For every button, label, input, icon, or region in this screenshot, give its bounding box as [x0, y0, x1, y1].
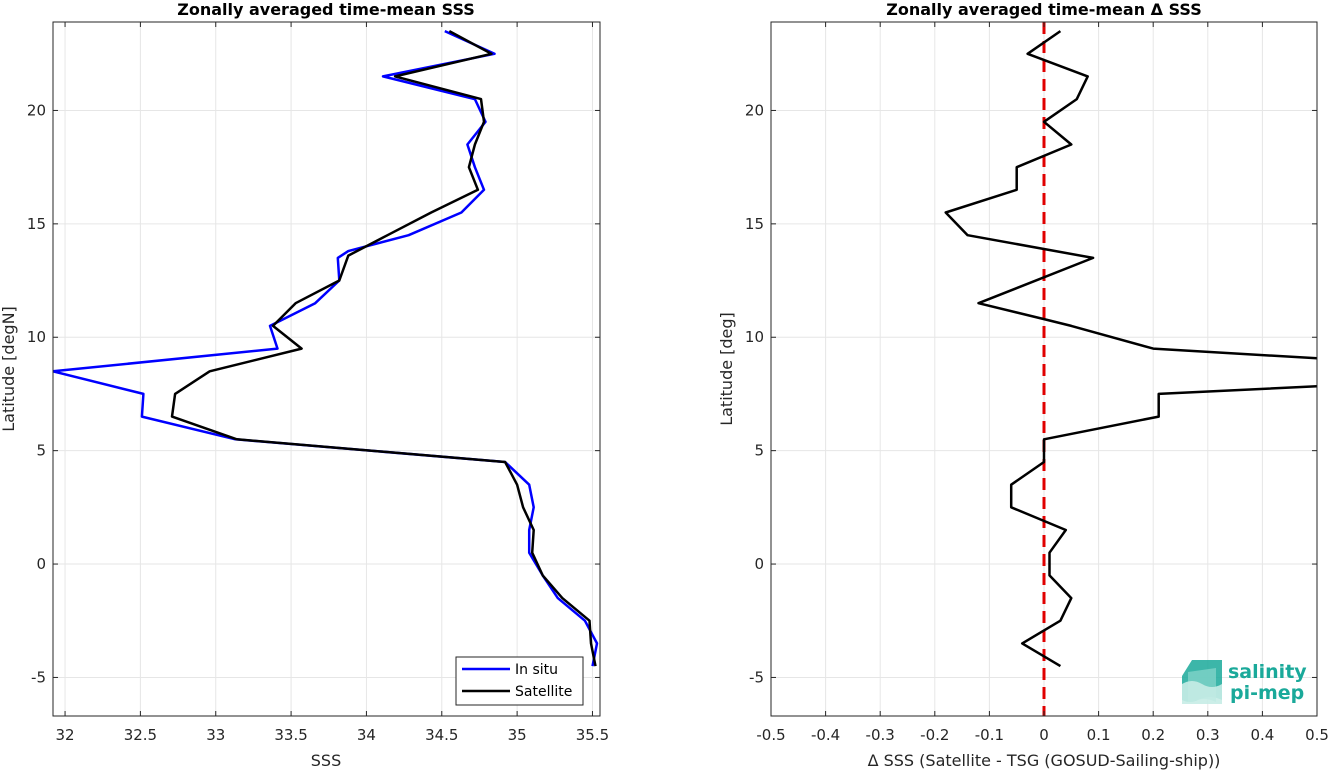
sss-legend: In situ Satellite	[455, 656, 584, 706]
delta-xtick-label: 0	[1039, 726, 1049, 744]
sss-ytick-label: 10	[27, 328, 46, 346]
delta-xtick-label: 0.1	[1087, 726, 1111, 744]
delta-y-axis-label: Latitude [deg]	[717, 312, 736, 426]
sss-plot-area	[53, 22, 600, 716]
sss-series-group	[53, 29, 599, 667]
sss-ytick-label: 15	[27, 215, 46, 233]
sss-x-axis-label: SSS	[311, 751, 341, 770]
delta-xtick-label: 0.4	[1250, 726, 1274, 744]
delta-xtick-label: 0.3	[1196, 726, 1220, 744]
delta-ytick-label: 10	[745, 328, 764, 346]
sss-ytick-label: 20	[27, 101, 46, 119]
sss-title: Zonally averaged time-mean SSS	[177, 0, 475, 19]
sss-xtick-label: 34	[357, 726, 376, 744]
sss-xtick-label: 33	[206, 726, 225, 744]
sss-ytick-label: 0	[36, 555, 46, 573]
legend-box	[455, 656, 584, 706]
sss-ticks: 32 32.5 33 33.5 34 34.5 35 35.5 -5 0 5 10 15 20	[27, 22, 609, 744]
delta-ytick-label: 5	[754, 442, 764, 460]
sss-y-axis-label: Latitude [degN]	[0, 306, 18, 432]
sss-xtick-label: 35.5	[576, 726, 609, 744]
delta-series-line-difference	[944, 30, 1317, 668]
sss-xtick-label: 32	[56, 726, 75, 744]
sss-xtick-label: 34.5	[425, 726, 458, 744]
delta-xtick-label: -0.3	[866, 726, 895, 744]
delta-x-axis-label: Δ SSS (Satellite - TSG (GOSUD-Sailing-sh…	[868, 751, 1221, 770]
delta-xtick-label: 0.5	[1305, 726, 1329, 744]
delta-series-group	[944, 22, 1317, 716]
legend-label-satellite: Satellite	[515, 684, 572, 700]
sss-grid	[53, 22, 600, 716]
sss-ytick-label: 5	[36, 442, 46, 460]
delta-xtick-label: -0.4	[811, 726, 840, 744]
sss-xtick-label: 32.5	[124, 726, 157, 744]
delta-ytick-label: 20	[745, 101, 764, 119]
sss-series-line-in-situ	[53, 29, 599, 667]
sss-xtick-label: 33.5	[274, 726, 307, 744]
salinity-pimep-logo: salinity pi-mep	[1182, 660, 1307, 704]
logo-text-pimep: pi-mep	[1230, 682, 1304, 704]
delta-ytick-label: 15	[745, 215, 764, 233]
sss-ytick-label: -5	[31, 668, 46, 686]
delta-sss-panel: -0.5 -0.4 -0.3 -0.2 -0.1 0 0.1 0.2 0.3 0.4 0.5 -5 0 5…	[717, 0, 1329, 770]
delta-ticks: -0.5 -0.4 -0.3 -0.2 -0.1 0 0.1 0.2 0.3 0.4 0.5 -5 0 5…	[745, 22, 1329, 744]
delta-ytick-label: 0	[754, 555, 764, 573]
delta-xtick-label: -0.1	[975, 726, 1004, 744]
sss-panel: 32 32.5 33 33.5 34 34.5 35 35.5 -5 0 5 10 15 20 Zonal…	[0, 0, 609, 770]
sss-axes-box	[52, 21, 601, 717]
delta-xtick-label: -0.5	[756, 726, 785, 744]
sss-xtick-label: 35	[508, 726, 527, 744]
delta-title: Zonally averaged time-mean Δ SSS	[886, 0, 1202, 19]
sss-series-line-satellite	[170, 29, 597, 667]
delta-xtick-label: -0.2	[920, 726, 949, 744]
delta-ytick-label: -5	[749, 668, 764, 686]
logo-text-salinity: salinity	[1228, 661, 1307, 683]
logo-wave-icon	[1182, 660, 1222, 704]
delta-xtick-label: 0.2	[1141, 726, 1165, 744]
legend-label-in-situ: In situ	[515, 662, 558, 678]
